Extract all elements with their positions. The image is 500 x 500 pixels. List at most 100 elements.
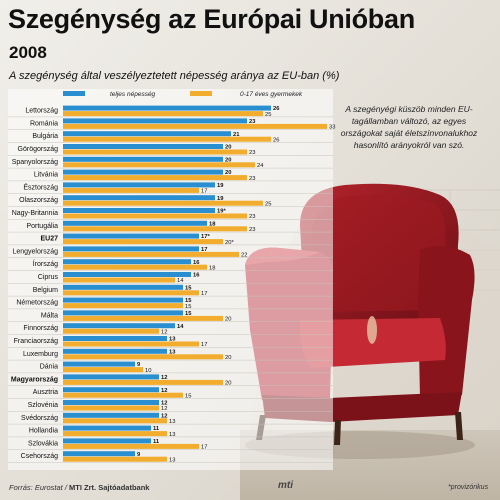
value-label-total: 12 [161, 375, 167, 381]
value-label-total: 20 [225, 145, 231, 151]
category-label: Finnország [23, 325, 58, 332]
category-label: Litvánia [34, 172, 58, 179]
bar-children [63, 431, 167, 437]
value-label-children: 18 [209, 265, 215, 271]
category-label: Belgium [33, 287, 58, 294]
bar-total [63, 131, 231, 137]
value-label-children: 15 [185, 304, 191, 310]
value-label-total: 23 [249, 119, 256, 125]
value-label-total: 26 [273, 106, 280, 112]
bar-total [63, 412, 159, 418]
value-label-total: 11 [153, 426, 160, 432]
value-label-children: 23 [249, 227, 255, 233]
value-label-children: 23 [249, 176, 255, 182]
bar-total [63, 310, 183, 316]
category-label: Észtország [23, 182, 58, 191]
value-label-total: 17 [201, 247, 207, 253]
category-label: Nagy-Britannia [12, 210, 58, 217]
bar-children [63, 456, 167, 462]
value-label-children: 17 [201, 291, 207, 297]
bar-total [63, 297, 183, 303]
value-label-total: 20 [225, 170, 231, 176]
bar-children [63, 277, 175, 283]
provisional-note: *provizórikus [448, 484, 489, 491]
category-label: Németország [16, 300, 58, 307]
bar-children [63, 379, 223, 385]
category-label: Szlovénia [28, 402, 58, 409]
value-label-total: 9 [137, 452, 141, 458]
bar-total [63, 400, 159, 405]
bar-children [63, 213, 247, 219]
value-label-children: 25 [265, 112, 271, 118]
bar-total [63, 387, 159, 393]
bar-children [63, 443, 199, 449]
category-label: EU27 [40, 236, 58, 243]
bar-total [63, 361, 135, 367]
value-label-total: 18 [209, 221, 216, 227]
value-label-children: 17 [201, 445, 207, 451]
value-label-total: 15 [185, 298, 192, 304]
value-label-total: 11 [153, 439, 160, 445]
bar-total [63, 233, 199, 239]
value-label-total: 12 [161, 388, 167, 394]
legend-swatch-children [190, 91, 212, 96]
value-label-children: 12 [161, 406, 167, 412]
value-label-children: 13 [169, 432, 175, 438]
category-label: Luxemburg [23, 351, 58, 358]
value-label-total: 21 [233, 132, 240, 138]
bar-children [63, 315, 223, 321]
bar-children [63, 251, 239, 257]
bar-total [63, 336, 167, 341]
chart-year: 2008 [9, 43, 47, 62]
value-label-children: 23 [249, 150, 255, 156]
value-label-total: 20 [225, 157, 231, 163]
value-label-children: 22 [241, 253, 247, 259]
category-label: Szlovákia [28, 440, 58, 447]
value-label-children: 26 [273, 137, 279, 143]
legend-label-total: teljes népesség [110, 91, 156, 98]
value-label-total: 12 [161, 413, 167, 419]
value-label-children: 24 [257, 163, 264, 169]
value-label-total: 17* [201, 234, 210, 240]
bar-children [63, 226, 247, 232]
value-label-total: 16 [193, 273, 200, 279]
value-label-children: 17 [201, 189, 207, 195]
value-label-children: 20 [225, 317, 231, 323]
bar-children [63, 303, 183, 309]
threshold-note: A szegényégi küszöb minden EU-tagállamba… [340, 104, 478, 150]
page-title: Szegénység az Európai Unióban [8, 4, 415, 34]
category-label: Dánia [40, 364, 58, 371]
category-label: Ciprus [38, 274, 59, 281]
bar-children [63, 111, 263, 117]
value-label-total: 9 [137, 362, 141, 368]
value-label-total: 19* [217, 209, 226, 215]
bar-total [63, 451, 135, 457]
bar-children [63, 418, 167, 424]
bar-total [63, 144, 223, 149]
category-label: Bulgária [32, 133, 58, 140]
bar-children [63, 175, 247, 181]
bar-children [63, 264, 207, 270]
category-label: Ausztria [33, 389, 58, 396]
source-credit: Forrás: Eurostat / MTI Zrt. Sajtóadatban… [9, 483, 149, 492]
source-label: Forrás: Eurostat / [9, 483, 70, 492]
bar-children [63, 200, 263, 206]
value-label-total: 19 [217, 196, 224, 202]
bar-children [63, 123, 327, 129]
bar-children [63, 328, 159, 334]
category-label: Svédország [21, 415, 58, 422]
bar-total [63, 259, 191, 265]
value-label-total: 13 [169, 337, 176, 343]
bar-total [63, 323, 175, 329]
value-label-children: 20 [225, 355, 231, 361]
category-label: Lettország [25, 108, 58, 115]
bar-total [63, 105, 271, 111]
value-label-children: 13 [169, 457, 175, 463]
value-label-total: 15 [185, 311, 192, 317]
category-label: Lengyelország [12, 248, 58, 255]
value-label-children: 20* [225, 240, 234, 246]
value-label-total: 19 [217, 183, 224, 189]
bar-total [63, 195, 215, 201]
category-label: Csehország [21, 453, 58, 460]
